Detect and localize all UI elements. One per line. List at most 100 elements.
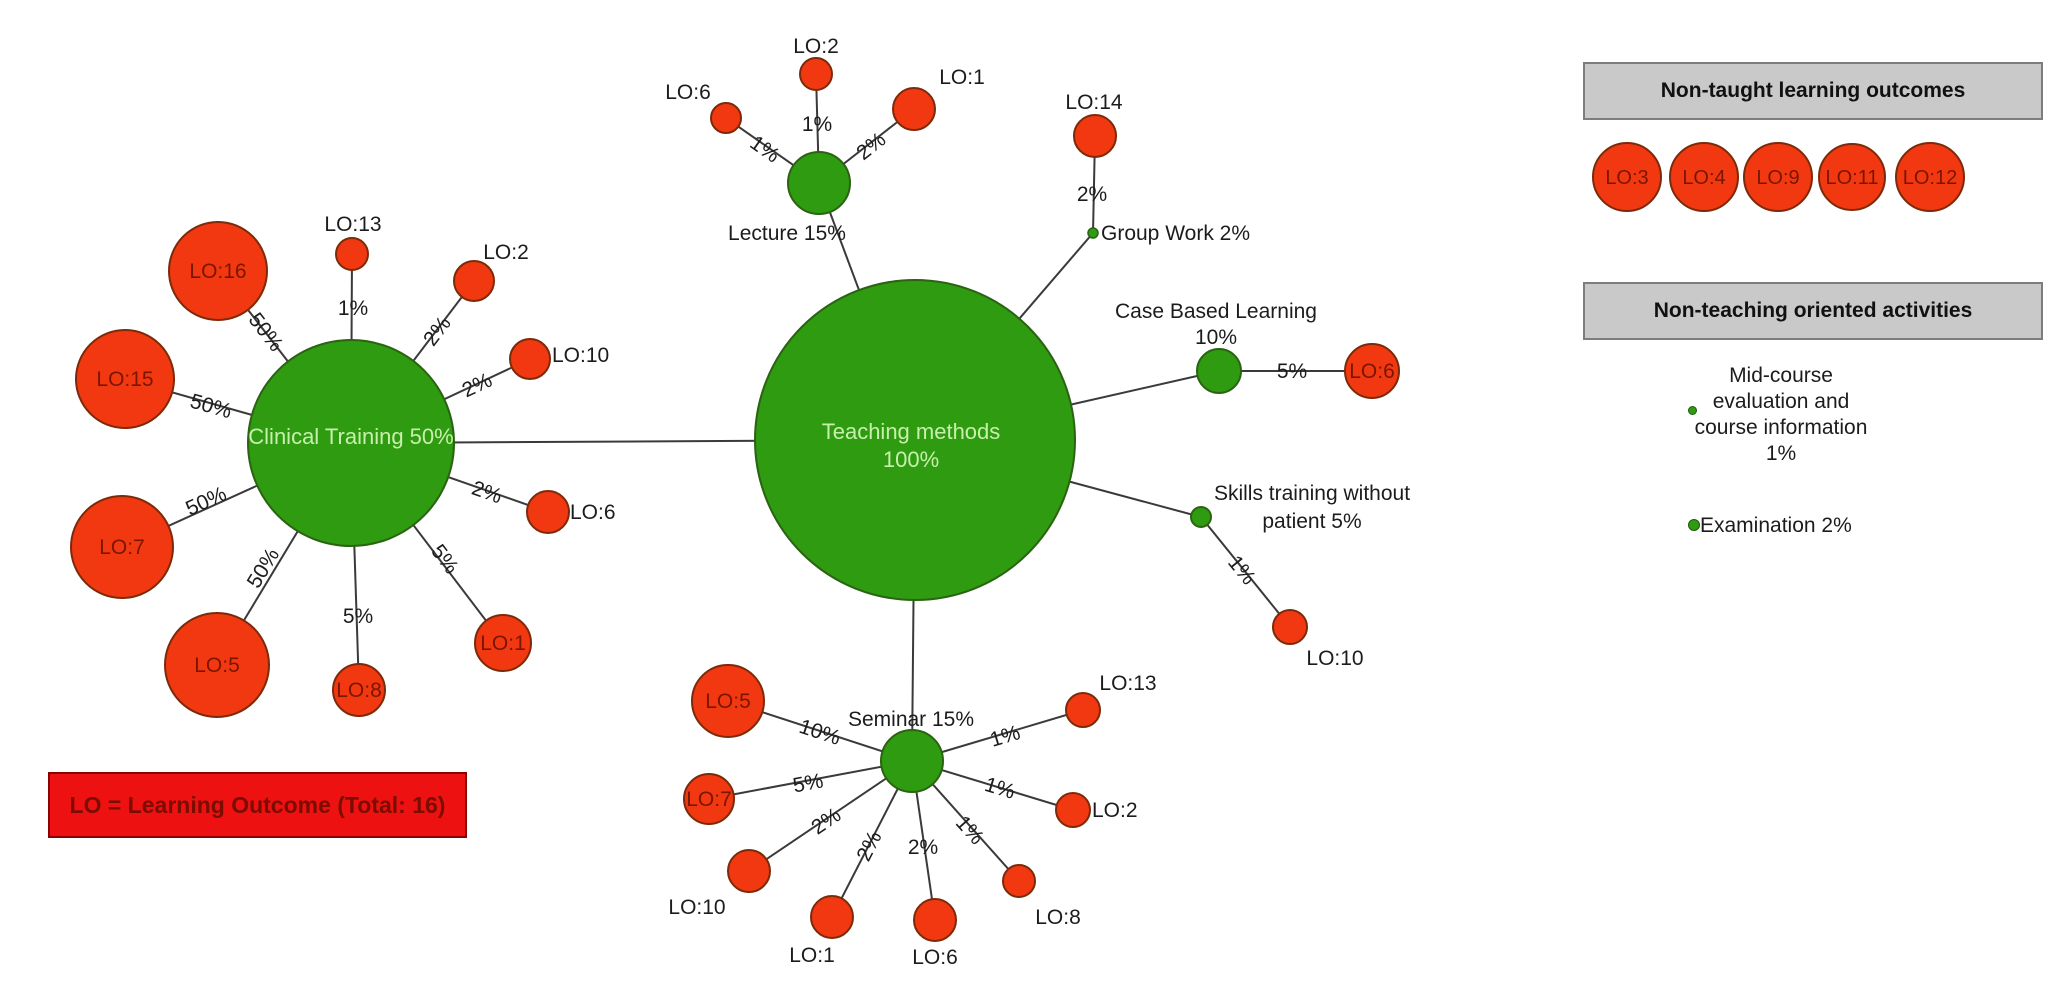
node-teaching-circle [754, 279, 1076, 601]
edge-label-clinical-c5: 50% [243, 544, 284, 592]
edge-label-clinical-c7: 50% [182, 482, 230, 520]
edge-label-lecture-l1: 2% [852, 128, 890, 165]
node-m1-label: LO:1 [789, 944, 835, 967]
node-m7-label: LO:7 [686, 788, 732, 811]
edge-skills_dot-s10 [1200, 516, 1291, 628]
edge-label-clinical-c6: 2% [469, 477, 505, 509]
node-cbl-label-0: Case Based Learning [1115, 300, 1317, 323]
mid-course-line-2: evaluation and [1712, 390, 1850, 413]
edge-seminar-m10 [748, 760, 913, 872]
node-lecture-label: Lecture 15% [728, 222, 846, 245]
node-c16-circle [168, 221, 268, 321]
node-c6-label: LO:6 [570, 501, 616, 524]
panel-non-taught-title: Non-taught learning outcomes [1660, 79, 1966, 102]
node-m2-label: LO:2 [1092, 799, 1138, 822]
edge-label-lecture-l2: 1% [802, 113, 832, 136]
node-skills_dot-circle [1190, 506, 1212, 528]
edge-label-clinical-c16: 50% [244, 309, 288, 356]
edge-label-seminar-m6: 2% [908, 836, 938, 859]
node-l6-label: LO:6 [665, 81, 711, 104]
node-seminar-circle [880, 729, 944, 793]
node-l1-label: LO:1 [939, 66, 985, 89]
edge-label-seminar-m7: 5% [791, 769, 825, 797]
node-c1-label: LO:1 [480, 632, 526, 655]
node-lecture-circle [787, 151, 851, 215]
node-m5-circle [691, 664, 765, 738]
node-c10-circle [509, 338, 551, 380]
edge-label-seminar-m2: 1% [982, 773, 1018, 804]
node-c8-circle [332, 663, 386, 717]
mid-course-line-4: 1% [1765, 442, 1797, 465]
node-s10-label: LO:10 [1306, 647, 1363, 670]
node-c1-circle [474, 614, 532, 672]
node-m13-label: LO:13 [1099, 672, 1156, 695]
edge-label-clinical-c15: 50% [188, 390, 235, 424]
node-l6-circle [710, 102, 742, 134]
node-cbl-circle [1196, 348, 1242, 394]
node-r3-label: LO:3 [1605, 167, 1648, 189]
examination-activity-label: Examination 2% [1700, 514, 1852, 537]
node-c5-circle [164, 612, 270, 718]
node-m10-label: LO:10 [668, 896, 725, 919]
node-seminar-label: Seminar 15% [848, 708, 974, 731]
node-c5-label: LO:5 [194, 654, 240, 677]
edge-label-clinical-c8: 5% [343, 605, 373, 628]
edge-label-cbl-b6: 5% [1277, 360, 1307, 383]
mid-course-line-3: course information [1694, 416, 1868, 439]
node-c8-label: LO:8 [336, 679, 382, 702]
mid-course-line-1: Mid-course [1729, 364, 1833, 387]
node-c13-label: LO:13 [324, 213, 381, 236]
mid-course-activity-label: Mid-course evaluation and course informa… [1651, 363, 1911, 467]
node-c16-label: LO:16 [189, 260, 246, 283]
edge-label-clinical-c13: 1% [338, 297, 368, 320]
edge-label-seminar-m5: 10% [796, 715, 843, 750]
node-r4-circle [1669, 142, 1739, 212]
node-teaching-label-0: Teaching methods [822, 419, 1001, 444]
examination-dot-icon [1688, 519, 1700, 531]
node-c2-circle [453, 260, 495, 302]
node-teaching-label-1: 100% [883, 447, 939, 472]
panel-non-teaching-title: Non-teaching oriented activities [1653, 299, 1973, 322]
edge-label-seminar-m8: 1% [951, 811, 988, 849]
node-gw_dot-circle [1087, 227, 1099, 239]
node-r11-label: LO:11 [1826, 167, 1879, 189]
node-c10-label: LO:10 [552, 344, 609, 367]
edge-label-clinical-c10: 2% [459, 369, 496, 403]
node-clinical-label: Clinical Training 50% [248, 424, 453, 449]
node-r4-label: LO:4 [1682, 167, 1725, 189]
node-c6-circle [526, 490, 570, 534]
node-b6-label: LO:6 [1349, 360, 1395, 383]
edge-seminar-m7 [708, 760, 913, 800]
node-r12-circle [1895, 142, 1965, 212]
lo-legend-text: LO = Learning Outcome (Total: 16) [69, 791, 446, 818]
node-m6-circle [913, 898, 957, 942]
node-r12-label: LO:12 [1903, 167, 1957, 189]
node-m10-circle [727, 849, 771, 893]
node-m5-label: LO:5 [705, 690, 751, 713]
node-r9-label: LO:9 [1756, 167, 1799, 189]
node-skills_dot-label-0: Skills training without [1214, 482, 1410, 505]
node-l2-label: LO:2 [793, 35, 839, 58]
node-c2-label: LO:2 [483, 241, 529, 264]
node-skills_dot-label-1: patient 5% [1262, 510, 1361, 533]
edge-label-seminar-m1: 2% [852, 827, 886, 865]
panel-non-taught-outcomes: Non-taught learning outcomes [1583, 62, 2043, 120]
mid-course-dot-icon [1688, 406, 1697, 415]
edge-label-gw_dot-g14: 2% [1077, 183, 1107, 206]
edge-label-seminar-m13: 1% [987, 721, 1023, 752]
node-m6-label: LO:6 [912, 946, 958, 969]
node-gw_dot-label: Group Work 2% [1101, 222, 1250, 245]
node-clinical-circle [247, 339, 455, 547]
node-g14-circle [1073, 114, 1117, 158]
node-r3-circle [1592, 142, 1662, 212]
node-s10-circle [1272, 609, 1308, 645]
node-m8-circle [1002, 864, 1036, 898]
node-m8-label: LO:8 [1035, 906, 1081, 929]
node-r11-circle [1818, 143, 1886, 211]
node-m2-circle [1055, 792, 1091, 828]
node-b6-circle [1344, 343, 1400, 399]
node-cbl-label-1: 10% [1195, 326, 1237, 349]
node-c13-circle [335, 237, 369, 271]
